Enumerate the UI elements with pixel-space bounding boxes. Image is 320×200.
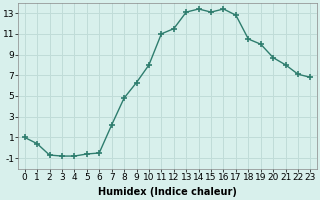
X-axis label: Humidex (Indice chaleur): Humidex (Indice chaleur): [98, 187, 237, 197]
